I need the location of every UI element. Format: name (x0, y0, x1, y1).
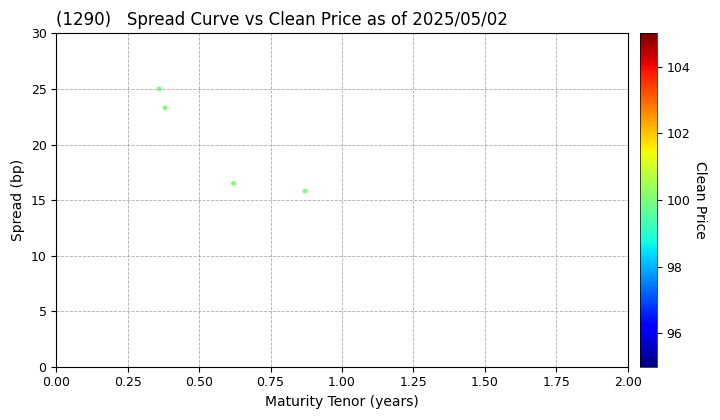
Point (159, 105, 171, 111)
Point (153, 86, 165, 92)
X-axis label: Maturity Tenor (years): Maturity Tenor (years) (265, 395, 419, 409)
Point (299, 188, 310, 194)
Point (228, 180, 239, 187)
Text: (1290)   Spread Curve vs Clean Price as of 2025/05/02: (1290) Spread Curve vs Clean Price as of… (56, 11, 508, 29)
Y-axis label: Spread (bp): Spread (bp) (11, 159, 25, 241)
Y-axis label: Clean Price: Clean Price (693, 161, 707, 239)
